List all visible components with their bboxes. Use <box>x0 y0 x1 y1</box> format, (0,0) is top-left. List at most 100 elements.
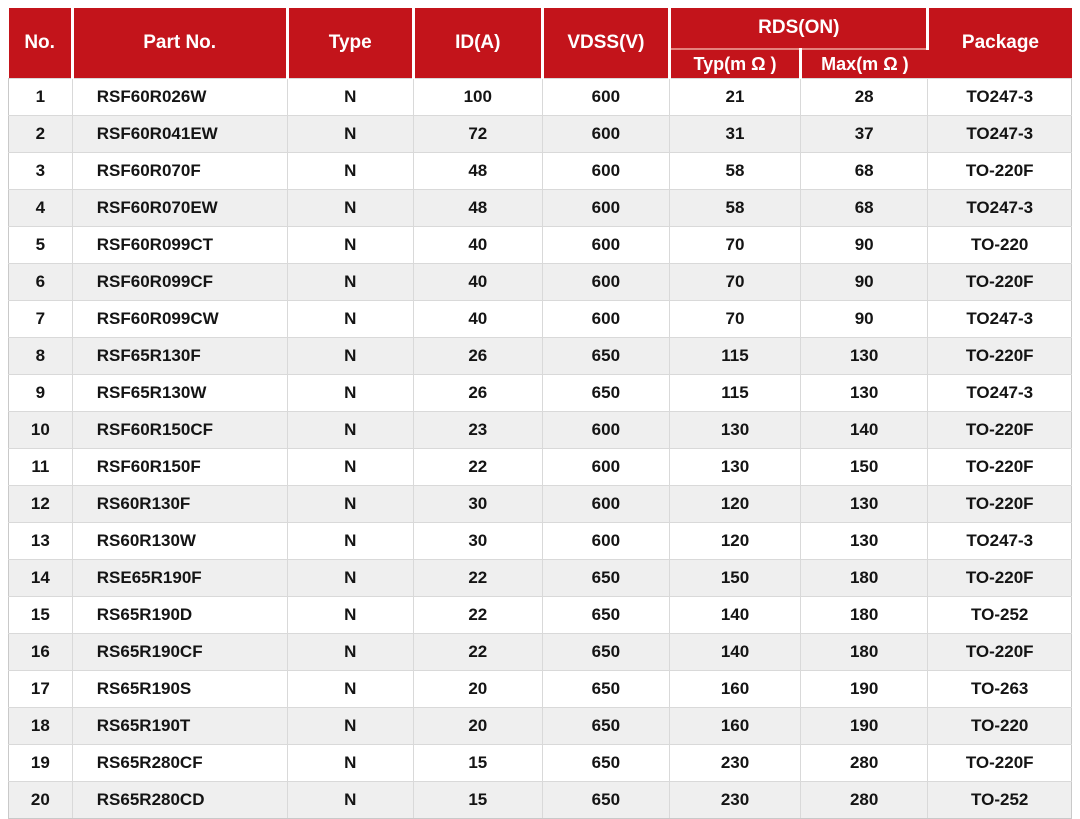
cell-part_no: RSF65R130W <box>71 374 288 412</box>
cell-type: N <box>286 559 414 597</box>
cell-package: TO-220F <box>927 485 1072 523</box>
cell-id: 100 <box>412 78 543 116</box>
cell-part_no: RSF60R070EW <box>71 189 288 227</box>
table-row: 16 RS65R190CF N 22 650 140 180 TO-220F <box>8 633 1072 671</box>
cell-part_no: RSF60R026W <box>71 78 288 116</box>
cell-vdss: 600 <box>541 189 671 227</box>
cell-max: 68 <box>799 152 929 190</box>
cell-part_no: RSF60R150CF <box>71 411 288 449</box>
cell-max: 130 <box>799 374 929 412</box>
table-row: 12 RS60R130F N 30 600 120 130 TO-220F <box>8 485 1072 523</box>
cell-typ: 21 <box>669 78 801 116</box>
mosfet-spec-table: No. Part No. Type ID(A) VDSS(V) RDS(ON) … <box>8 8 1072 819</box>
cell-package: TO-220F <box>927 633 1072 671</box>
header-max-mohm: Max(m Ω ) <box>800 49 928 79</box>
table-row: 2 RSF60R041EW N 72 600 31 37 TO247-3 <box>8 115 1072 153</box>
cell-no: 20 <box>8 781 73 819</box>
cell-package: TO-263 <box>927 670 1072 708</box>
cell-part_no: RS60R130F <box>71 485 288 523</box>
table-row: 15 RS65R190D N 22 650 140 180 TO-252 <box>8 596 1072 634</box>
cell-package: TO-220F <box>927 337 1072 375</box>
table-row: 19 RS65R280CF N 15 650 230 280 TO-220F <box>8 744 1072 782</box>
cell-package: TO-220F <box>927 559 1072 597</box>
cell-package: TO-220F <box>927 448 1072 486</box>
cell-no: 13 <box>8 522 73 560</box>
cell-part_no: RSF60R150F <box>71 448 288 486</box>
cell-id: 22 <box>412 633 543 671</box>
table-row: 6 RSF60R099CF N 40 600 70 90 TO-220F <box>8 263 1072 301</box>
cell-id: 40 <box>412 263 543 301</box>
cell-max: 90 <box>799 300 929 338</box>
cell-max: 180 <box>799 596 929 634</box>
cell-typ: 115 <box>669 337 801 375</box>
cell-package: TO-220F <box>927 263 1072 301</box>
cell-vdss: 650 <box>541 337 671 375</box>
table-header: No. Part No. Type ID(A) VDSS(V) RDS(ON) … <box>8 8 1072 79</box>
cell-type: N <box>286 744 414 782</box>
header-package: Package <box>927 8 1072 79</box>
cell-type: N <box>286 337 414 375</box>
cell-package: TO247-3 <box>927 300 1072 338</box>
header-id-a: ID(A) <box>413 8 544 79</box>
cell-type: N <box>286 263 414 301</box>
cell-typ: 70 <box>669 226 801 264</box>
cell-type: N <box>286 115 414 153</box>
cell-vdss: 600 <box>541 263 671 301</box>
cell-max: 90 <box>799 263 929 301</box>
cell-package: TO247-3 <box>927 189 1072 227</box>
cell-package: TO247-3 <box>927 522 1072 560</box>
cell-vdss: 600 <box>541 300 671 338</box>
cell-part_no: RSF60R099CF <box>71 263 288 301</box>
table-row: 14 RSE65R190F N 22 650 150 180 TO-220F <box>8 559 1072 597</box>
cell-no: 7 <box>8 300 73 338</box>
cell-id: 22 <box>412 596 543 634</box>
cell-no: 3 <box>8 152 73 190</box>
header-typ-mohm: Typ(m Ω ) <box>669 49 802 79</box>
cell-part_no: RSF60R099CT <box>71 226 288 264</box>
cell-vdss: 600 <box>541 522 671 560</box>
cell-id: 22 <box>412 559 543 597</box>
table-row: 13 RS60R130W N 30 600 120 130 TO247-3 <box>8 522 1072 560</box>
cell-vdss: 650 <box>541 596 671 634</box>
cell-max: 180 <box>799 633 929 671</box>
cell-package: TO-220F <box>927 411 1072 449</box>
table-row: 20 RS65R280CD N 15 650 230 280 TO-252 <box>8 781 1072 819</box>
cell-type: N <box>286 448 414 486</box>
cell-vdss: 600 <box>541 78 671 116</box>
header-no: No. <box>8 8 74 79</box>
cell-id: 26 <box>412 337 543 375</box>
cell-vdss: 650 <box>541 670 671 708</box>
cell-typ: 130 <box>669 448 801 486</box>
cell-part_no: RSE65R190F <box>71 559 288 597</box>
cell-part_no: RSF60R070F <box>71 152 288 190</box>
cell-vdss: 650 <box>541 707 671 745</box>
cell-vdss: 600 <box>541 226 671 264</box>
cell-id: 40 <box>412 300 543 338</box>
cell-part_no: RSF65R130F <box>71 337 288 375</box>
cell-vdss: 600 <box>541 411 671 449</box>
cell-vdss: 650 <box>541 744 671 782</box>
cell-type: N <box>286 485 414 523</box>
cell-id: 20 <box>412 707 543 745</box>
cell-type: N <box>286 670 414 708</box>
cell-max: 150 <box>799 448 929 486</box>
cell-typ: 120 <box>669 522 801 560</box>
header-part-no: Part No. <box>72 8 289 79</box>
cell-package: TO247-3 <box>927 78 1072 116</box>
cell-id: 15 <box>412 744 543 782</box>
cell-type: N <box>286 596 414 634</box>
cell-no: 19 <box>8 744 73 782</box>
table-row: 10 RSF60R150CF N 23 600 130 140 TO-220F <box>8 411 1072 449</box>
mosfet-spec-table-container: No. Part No. Type ID(A) VDSS(V) RDS(ON) … <box>8 8 1072 819</box>
cell-max: 190 <box>799 670 929 708</box>
cell-max: 280 <box>799 781 929 819</box>
table-row: 17 RS65R190S N 20 650 160 190 TO-263 <box>8 670 1072 708</box>
cell-max: 130 <box>799 522 929 560</box>
cell-vdss: 600 <box>541 485 671 523</box>
cell-no: 15 <box>8 596 73 634</box>
cell-vdss: 600 <box>541 448 671 486</box>
cell-package: TO-220F <box>927 744 1072 782</box>
cell-type: N <box>286 189 414 227</box>
cell-id: 20 <box>412 670 543 708</box>
table-row: 1 RSF60R026W N 100 600 21 28 TO247-3 <box>8 78 1072 116</box>
